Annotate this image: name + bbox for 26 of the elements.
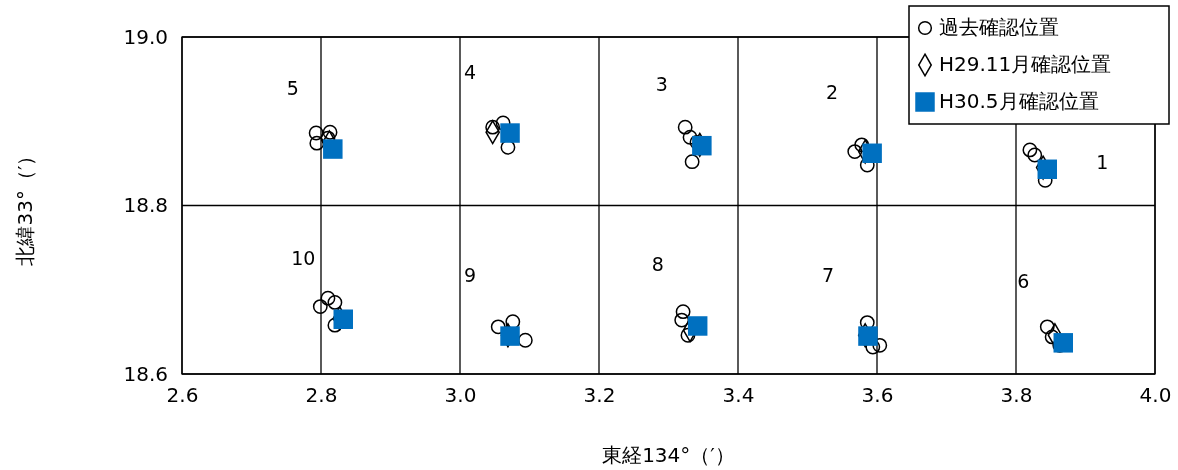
x-axis-title: 東経134°（′） xyxy=(602,443,735,467)
annotation: 2 xyxy=(826,80,839,103)
x-tick-label: 3.2 xyxy=(583,383,616,408)
annotation: 7 xyxy=(821,263,835,286)
y-tick-label: 19.0 xyxy=(123,24,168,49)
legend-label: H30.5月確認位置 xyxy=(939,88,1099,113)
x-tick-label: 3.8 xyxy=(1000,383,1033,408)
x-tick-label: 3.0 xyxy=(444,383,477,408)
legend-label: H29.11月確認位置 xyxy=(939,51,1112,76)
annotation: 10 xyxy=(291,246,316,269)
x-tick-label: 4.0 xyxy=(1139,383,1172,408)
annotation: 9 xyxy=(463,263,477,286)
annotation: 8 xyxy=(651,253,664,276)
annotation: 5 xyxy=(286,76,299,99)
x-tick-label: 3.6 xyxy=(861,383,894,408)
y-axis-title: 北緯33°（′） xyxy=(13,145,37,266)
x-tick-label: 2.6 xyxy=(166,383,199,408)
annotation: 3 xyxy=(655,73,668,96)
y-tick-label: 18.6 xyxy=(123,361,168,386)
annotation: 4 xyxy=(463,60,477,83)
x-tick-label: 2.8 xyxy=(305,383,338,408)
legend-label: 過去確認位置 xyxy=(939,14,1059,39)
annotation: 1 xyxy=(1096,150,1109,173)
x-tick-label: 3.4 xyxy=(722,383,755,408)
y-tick-label: 18.8 xyxy=(123,193,168,218)
annotation: 6 xyxy=(1017,270,1030,293)
